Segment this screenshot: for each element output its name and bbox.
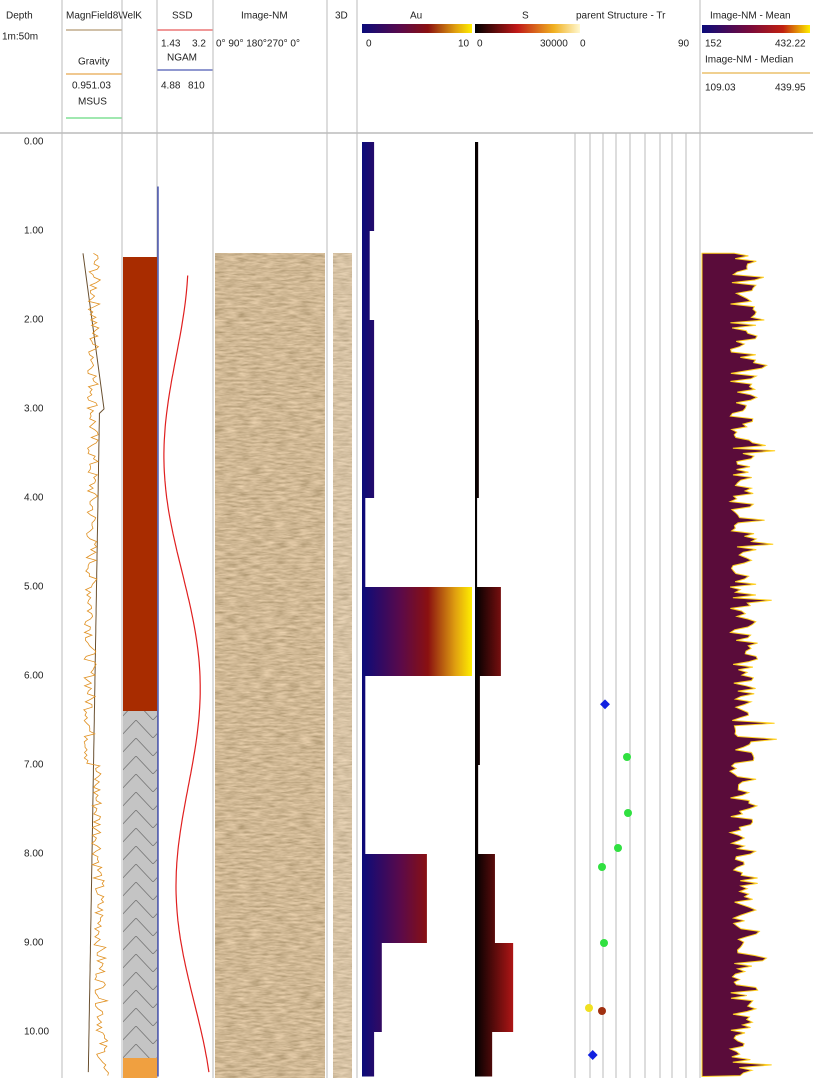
track-title: parent Structure - Tr [576,11,666,22]
scale-range: 0.951.03 [72,81,111,92]
scale-max: 432.22 [775,39,806,50]
track-title: MagnField8WelK [66,11,142,22]
bar [362,676,365,765]
track-title: Gravity [78,57,110,68]
scale-min: 0 [477,39,483,50]
scale-max: 439.95 [775,83,806,94]
track-title: SSD [172,11,193,22]
scale-min: 152 [705,39,722,50]
lithology [123,257,157,1078]
bar [362,765,365,854]
bar [475,1032,492,1077]
log-curve [84,253,109,1075]
track-title: Image-NM - Median [705,55,793,66]
track-title: Au [410,11,422,22]
log-curve [164,276,209,1073]
track-title: 3D [335,11,348,22]
scale-max: 90 [678,39,690,50]
track-title: Image-NM - Mean [710,11,791,22]
bar [362,409,374,498]
depth-label: 5.00 [24,582,44,593]
depth-label: 4.00 [24,493,44,504]
bar [362,854,427,943]
depth-label: 10.00 [24,1027,49,1038]
color-scale [362,24,472,33]
depth-scale: 1m:50m [2,32,38,43]
track-title: Image-NM [241,11,288,22]
bar [362,1032,374,1077]
bar [475,320,479,498]
depth-title: Depth [6,11,33,22]
bar [475,676,480,765]
bar [475,498,477,587]
scale-min: 0 [580,39,586,50]
bar [362,587,472,676]
depth-label: 0.00 [24,137,44,148]
well-log-view: Depth 1m:50m MagnField8WelK Gravity 0.95… [0,0,813,1078]
depth-label: 1.00 [24,226,44,237]
scale-max: 3.2 [192,39,206,50]
bar [475,943,513,1032]
bar [475,587,501,676]
mean-fill [702,253,777,1076]
bar [362,231,370,320]
color-scale [475,24,580,33]
depth-label: 3.00 [24,404,44,415]
structures [585,699,632,1060]
bar [475,854,495,943]
scale-max: 10 [458,39,470,50]
track-title: S [522,11,529,22]
scale-min: 1.43 [161,39,181,50]
track-title: NGAM [167,53,197,64]
angle-scale: 0° 90° 180°270° 0° [216,39,300,50]
scale-max: 30000 [540,39,568,50]
bar [475,142,478,320]
depth-label: 8.00 [24,849,44,860]
scale-max: 810 [188,81,205,92]
core-image [215,253,352,1078]
bar [362,943,382,1032]
bar [362,320,374,409]
depth-label: 7.00 [24,760,44,771]
bar [475,765,478,854]
log-curve [83,253,104,1072]
track-title: MSUS [78,97,107,108]
scale-min: 109.03 [705,83,736,94]
depth-label: 9.00 [24,938,44,949]
depth-label: 2.00 [24,315,44,326]
color-scale [702,25,810,33]
bar [362,142,374,231]
scale-min: 0 [366,39,372,50]
scale-min: 4.88 [161,81,181,92]
depth-label: 6.00 [24,671,44,682]
bar [362,498,365,587]
